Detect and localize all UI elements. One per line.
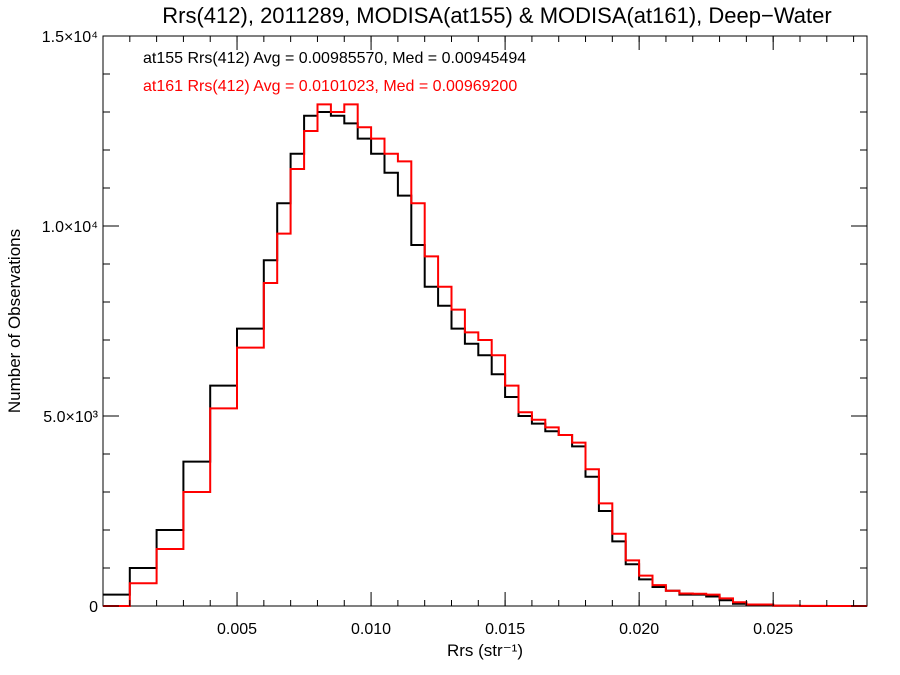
legend-entry-at155: at155 Rrs(412) Avg = 0.00985570, Med = 0… xyxy=(143,50,526,67)
series-line-at155 xyxy=(103,111,867,607)
y-tick-label: 0 xyxy=(89,599,98,616)
chart-title: Rrs(412), 2011289, MODISA(at155) & MODIS… xyxy=(162,3,831,28)
y-axis-label: Number of Observations xyxy=(5,229,24,413)
legend-entry-at161: at161 Rrs(412) Avg = 0.0101023, Med = 0.… xyxy=(143,78,517,95)
series-layer xyxy=(103,103,867,607)
x-tick-label: 0.015 xyxy=(485,621,525,638)
x-tick-label: 0.020 xyxy=(619,621,659,638)
y-tick-label: 1.5×10⁴ xyxy=(42,29,98,46)
x-tick-label: 0.025 xyxy=(753,621,793,638)
y-tick-label: 5.0×10³ xyxy=(43,409,98,426)
x-axis-label: Rrs (str⁻¹) xyxy=(447,641,523,660)
x-tick-label: 0.010 xyxy=(351,621,391,638)
ticks-layer: 0.005 0.010 0.015 0.020 0.025 0 5.0×10³ 1.0×10⁴… xyxy=(42,29,867,638)
series-line-at161 xyxy=(103,103,867,607)
x-tick-label: 0.005 xyxy=(217,621,257,638)
plot-border xyxy=(102,35,868,607)
y-tick-label: 1.0×10⁴ xyxy=(42,219,98,236)
plot-area xyxy=(102,35,868,607)
